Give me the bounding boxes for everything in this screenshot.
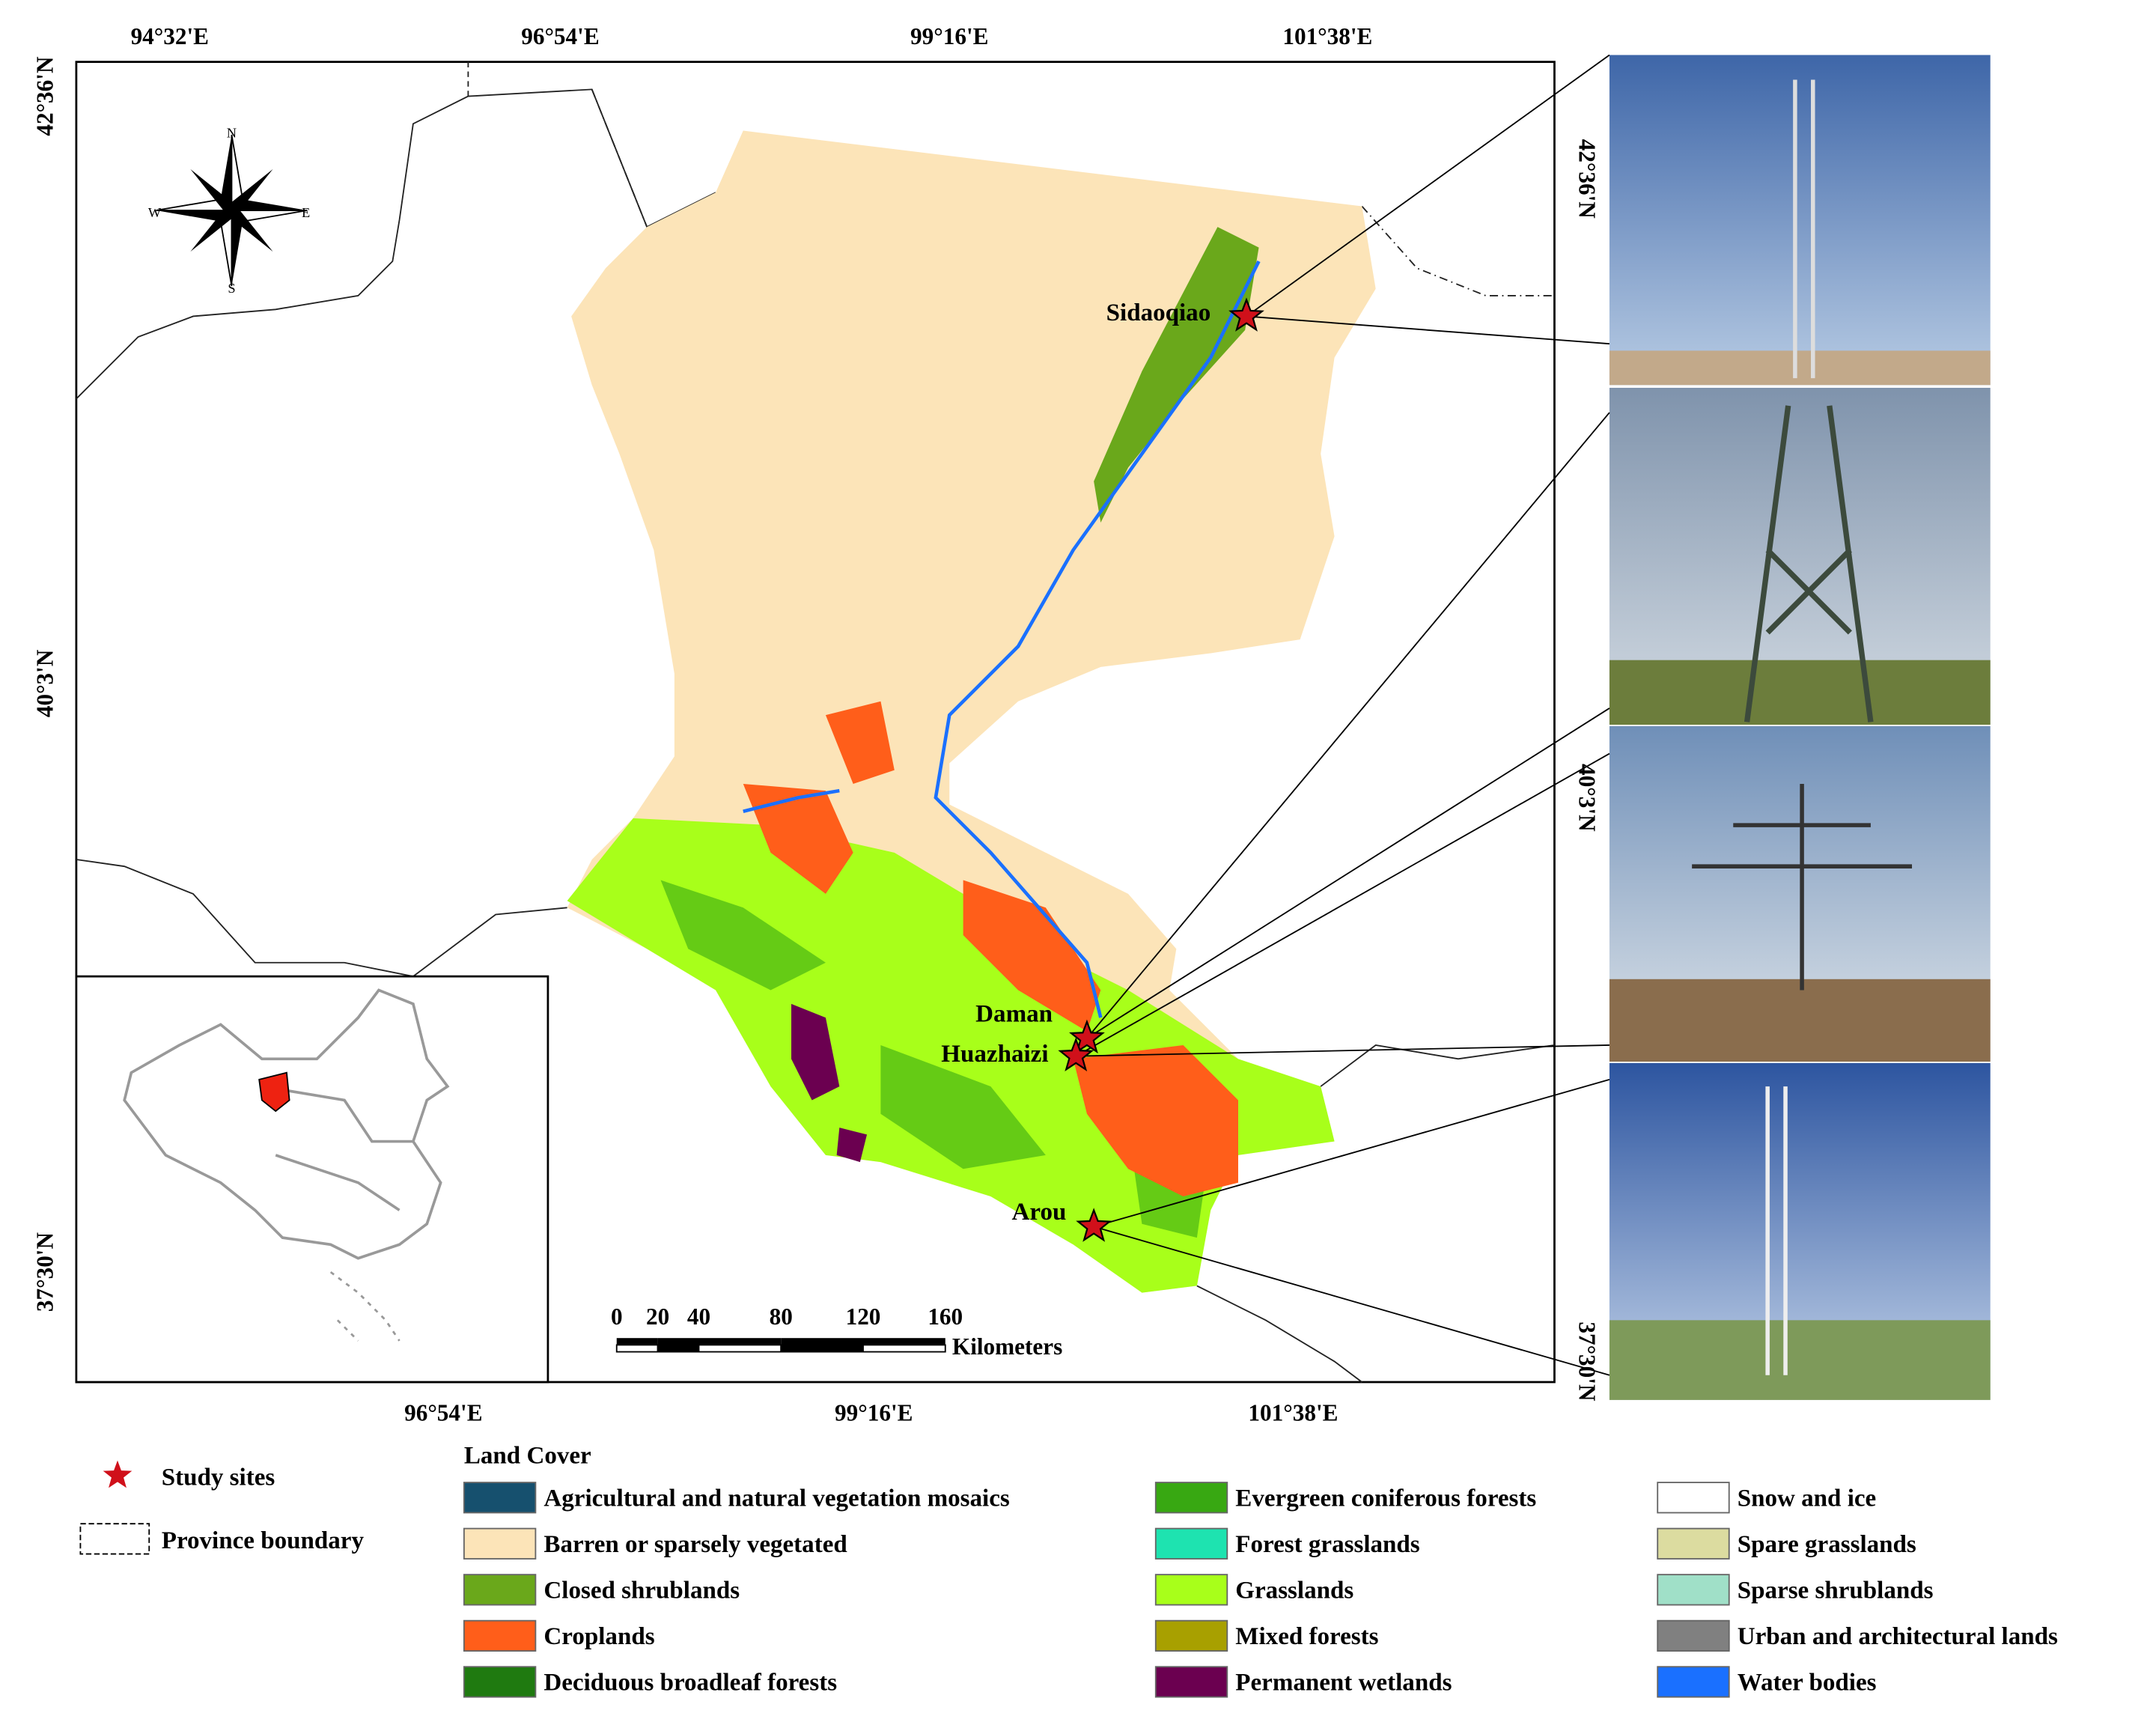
study-area-inset	[258, 1071, 290, 1113]
legend-swatch	[1154, 1482, 1228, 1514]
legend-label: Province boundary	[162, 1527, 365, 1554]
latitude-label: 40°3'N	[1574, 764, 1601, 832]
legend-swatch	[1657, 1574, 1730, 1606]
scale-segment	[698, 1344, 782, 1353]
scale-label: 120	[846, 1303, 881, 1330]
site-star	[1076, 1208, 1112, 1242]
site-photos	[1609, 55, 1991, 1400]
latitude-label: 42°36'N	[32, 56, 58, 136]
longitude-label: 96°54'E	[521, 23, 599, 49]
site-star	[1069, 1019, 1105, 1054]
scale-segment	[615, 1344, 659, 1353]
scale-segment	[657, 1338, 699, 1345]
longitude-label: 101°38'E	[1282, 23, 1372, 49]
cropland-patches	[743, 701, 1238, 1197]
legend-swatch	[1657, 1482, 1730, 1514]
longitude-label: 99°16'E	[910, 23, 988, 49]
legend-label: Water bodies	[1738, 1669, 1877, 1696]
scale-segment	[863, 1338, 945, 1345]
legend-swatch	[1154, 1619, 1228, 1652]
site-label: Huazhaizi	[941, 1041, 1048, 1068]
legend-swatch	[1154, 1666, 1228, 1698]
scale-segment	[616, 1338, 658, 1345]
legend-label: Study sites	[162, 1464, 275, 1491]
site-label: Daman	[975, 1001, 1053, 1028]
scale-segment	[657, 1344, 700, 1353]
latitude-label: 37°30'N	[1574, 1321, 1601, 1402]
leader-lines	[1075, 54, 1610, 1376]
compass-letter: N	[227, 126, 237, 141]
longitude-label: 96°54'E	[404, 1399, 482, 1426]
scale-label: 40	[687, 1303, 710, 1330]
scale-label: 160	[928, 1303, 963, 1330]
site-label: Sidaoqiao	[1106, 299, 1211, 326]
legend-swatch	[463, 1619, 537, 1652]
legend-swatch	[1657, 1666, 1730, 1698]
scale-label: 0	[611, 1303, 623, 1330]
wetland-patches	[791, 1003, 868, 1163]
longitude-label: 101°38'E	[1248, 1399, 1338, 1426]
legend-label: Snow and ice	[1738, 1485, 1876, 1512]
inset-frame	[75, 975, 549, 1384]
latitude-label: 37°30'N	[32, 1232, 58, 1312]
compass-letter: W	[148, 205, 162, 220]
legend-label: Agricultural and natural vegetation mosa…	[543, 1485, 1009, 1512]
river	[743, 260, 1261, 1018]
legend-label: Forest grasslands	[1235, 1531, 1419, 1558]
site-star	[1058, 1037, 1094, 1072]
legend-label: Deciduous broadleaf forests	[543, 1669, 837, 1696]
scale-segment	[862, 1344, 946, 1353]
legend-title: Land Cover	[464, 1442, 591, 1469]
forest-patches	[660, 880, 1211, 1238]
scale-segment	[781, 1338, 863, 1345]
legend-label: Permanent wetlands	[1235, 1669, 1452, 1696]
longitude-label: 94°32'E	[131, 23, 209, 49]
province-boundaries	[76, 61, 1555, 1383]
legend-star	[103, 1460, 133, 1488]
legend-swatch	[463, 1574, 537, 1606]
legend-label: Evergreen coniferous forests	[1235, 1485, 1536, 1512]
dynamic-layer: 94°32'E 96°54'E 99°16'E 101°38'E 96°54'E 99°1…	[32, 23, 2058, 1698]
site-star	[1228, 297, 1264, 332]
latitude-label: 40°3'N	[32, 649, 58, 717]
legend-swatch	[1154, 1527, 1228, 1560]
compass	[156, 134, 308, 287]
site-label: Arou	[1012, 1199, 1067, 1226]
china-outline	[123, 988, 450, 1260]
legend-swatch	[463, 1527, 537, 1560]
legend-label: Spare grasslands	[1738, 1531, 1916, 1558]
latitude-label: 42°36'N	[1574, 139, 1601, 219]
legend-label: Mixed forests	[1235, 1623, 1378, 1650]
legend-label: Grasslands	[1235, 1577, 1353, 1604]
scale-unit: Kilometers	[952, 1333, 1062, 1360]
scale-segment	[780, 1344, 864, 1353]
legend-label: Sparse shrublands	[1738, 1577, 1934, 1604]
legend-label: Croplands	[543, 1623, 654, 1650]
legend-label: Barren or sparsely vegetated	[543, 1531, 847, 1558]
compass-letter: S	[228, 281, 235, 296]
legend-label: Urban and architectural lands	[1738, 1623, 2058, 1650]
legend-swatch	[1657, 1619, 1730, 1652]
legend-swatch	[463, 1666, 537, 1698]
legend-swatch	[1154, 1574, 1228, 1606]
legend-dashed-box	[79, 1523, 150, 1555]
oasis-strip	[1094, 227, 1259, 523]
scale-label: 80	[770, 1303, 793, 1330]
scale-label: 20	[646, 1303, 669, 1330]
legend-swatch	[463, 1482, 537, 1514]
legend-label: Closed shrublands	[543, 1577, 740, 1604]
legend-swatch	[1657, 1527, 1730, 1560]
compass-letter: E	[302, 205, 310, 220]
scale-segment	[698, 1338, 782, 1345]
longitude-label: 99°16'E	[835, 1399, 913, 1426]
